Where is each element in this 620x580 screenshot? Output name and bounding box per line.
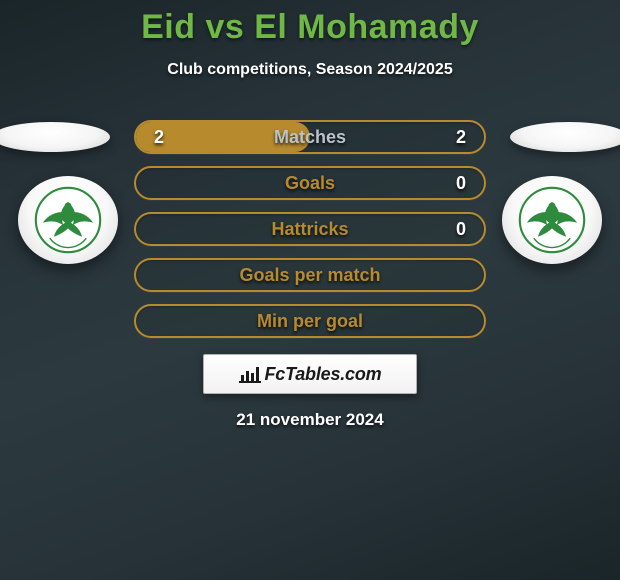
brand-badge: FcTables.com [203,354,417,394]
club-badge-right [502,176,602,264]
stat-label: Hattricks [136,219,484,240]
stat-label: Goals [136,173,484,194]
stat-row-mpg: Min per goal [134,304,486,338]
stat-row-goals: Goals0 [134,166,486,200]
stat-label: Matches [136,127,484,148]
stat-row-gpm: Goals per match [134,258,486,292]
stat-right-value: 0 [446,219,466,240]
stat-right-value: 0 [446,173,466,194]
date-text: 21 november 2024 [0,410,620,430]
stat-right-value: 2 [446,127,466,148]
stat-label: Goals per match [136,265,484,286]
club-badge-left [18,176,118,264]
stat-row-hattricks: Hattricks0 [134,212,486,246]
club-crest-icon [517,185,587,255]
player-right-ellipse [510,122,620,152]
club-crest-icon [33,185,103,255]
stats-panel: 2Matches2Goals0Hattricks0Goals per match… [134,120,486,350]
player-left-ellipse [0,122,110,152]
bar-chart-icon [239,365,261,383]
stat-row-matches: 2Matches2 [134,120,486,154]
page-title: Eid vs El Mohamady [0,0,620,47]
brand-text: FcTables.com [265,364,382,385]
stat-label: Min per goal [136,311,484,332]
subtitle: Club competitions, Season 2024/2025 [0,61,620,79]
